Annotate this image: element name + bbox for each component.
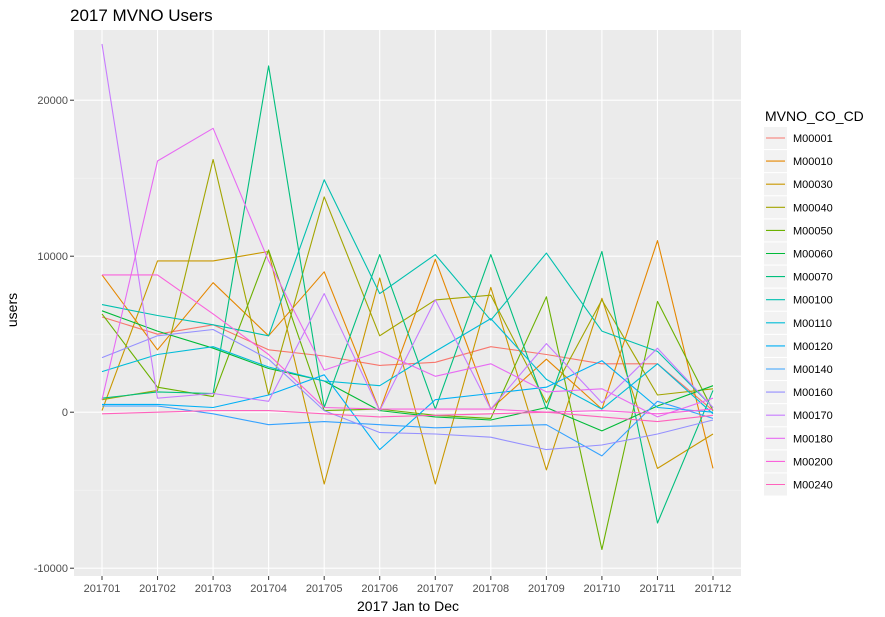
x-tick-label: 201704: [250, 583, 287, 595]
legend-label-M00200: M00200: [793, 456, 833, 468]
chart-title: 2017 MVNO Users: [70, 6, 213, 25]
legend-label-M00040: M00040: [793, 202, 833, 214]
legend-label-M00180: M00180: [793, 433, 833, 445]
y-axis-title: users: [4, 293, 20, 327]
legend-label-M00060: M00060: [793, 249, 833, 261]
y-tick-label: 10000: [37, 251, 68, 263]
legend-label-M00001: M00001: [793, 133, 833, 145]
legend-title: MVNO_CO_CD: [765, 108, 864, 124]
legend-label-M00070: M00070: [793, 272, 833, 284]
legend: MVNO_CO_CD M00001 M00010 M00030 M00040 M0005…: [764, 108, 864, 496]
y-tick-label: -10000: [34, 563, 68, 575]
series-line-M00240: [101, 410, 714, 423]
x-tick-label: 201703: [195, 583, 232, 595]
series-line-M00110: [101, 318, 714, 415]
y-tick-label: 0: [62, 407, 68, 419]
legend-label-M00100: M00100: [793, 295, 833, 307]
plot-background: [74, 30, 741, 576]
series-line-M00030: [101, 250, 714, 485]
y-tick-label: 20000: [37, 95, 68, 107]
x-tick-label: 201705: [306, 583, 343, 595]
x-tick-label: 201712: [695, 583, 732, 595]
series-line-M00140: [102, 400, 714, 457]
legend-label-M00110: M00110: [793, 318, 832, 330]
x-tick-label: 201711: [640, 583, 676, 595]
x-tick-label: 201708: [472, 583, 509, 595]
series-line-M00040: [101, 158, 714, 404]
legend-items: M00001 M00010 M00030 M00040 M00050 M00060 M000…: [764, 127, 833, 496]
legend-label-M00030: M00030: [793, 179, 833, 191]
series-line-M00070: [101, 65, 714, 524]
series-line-M00060: [101, 310, 714, 432]
legend-label-M00050: M00050: [793, 225, 833, 237]
x-axis: 201701 201702 201703 201704 201705 201706 2017…: [84, 576, 732, 595]
series-line-M00200: [102, 274, 714, 415]
legend-label-M00120: M00120: [793, 341, 833, 353]
x-tick-label: 201701: [84, 583, 121, 595]
x-tick-label: 201709: [528, 583, 565, 595]
x-tick-label: 201702: [139, 583, 176, 595]
x-tick-label: 201707: [417, 583, 454, 595]
series-line-M00100: [101, 179, 714, 408]
legend-label-M00170: M00170: [793, 410, 833, 422]
series-line-M00180: [101, 127, 714, 418]
x-axis-title: 2017 Jan to Dec: [357, 598, 459, 614]
legend-label-M00140: M00140: [793, 364, 833, 376]
series-lines: [101, 43, 714, 551]
series-line-M00010: [101, 240, 714, 469]
y-axis: -10000 0 10000 20000: [34, 95, 74, 575]
x-tick-label: 201710: [584, 583, 621, 595]
legend-label-M00240: M00240: [793, 480, 833, 492]
legend-label-M00160: M00160: [793, 387, 833, 399]
series-line-M00120: [102, 360, 714, 451]
series-line-M00050: [101, 249, 714, 551]
series-line-M00160: [101, 328, 714, 451]
legend-label-M00010: M00010: [793, 156, 833, 168]
x-tick-label: 201706: [361, 583, 398, 595]
